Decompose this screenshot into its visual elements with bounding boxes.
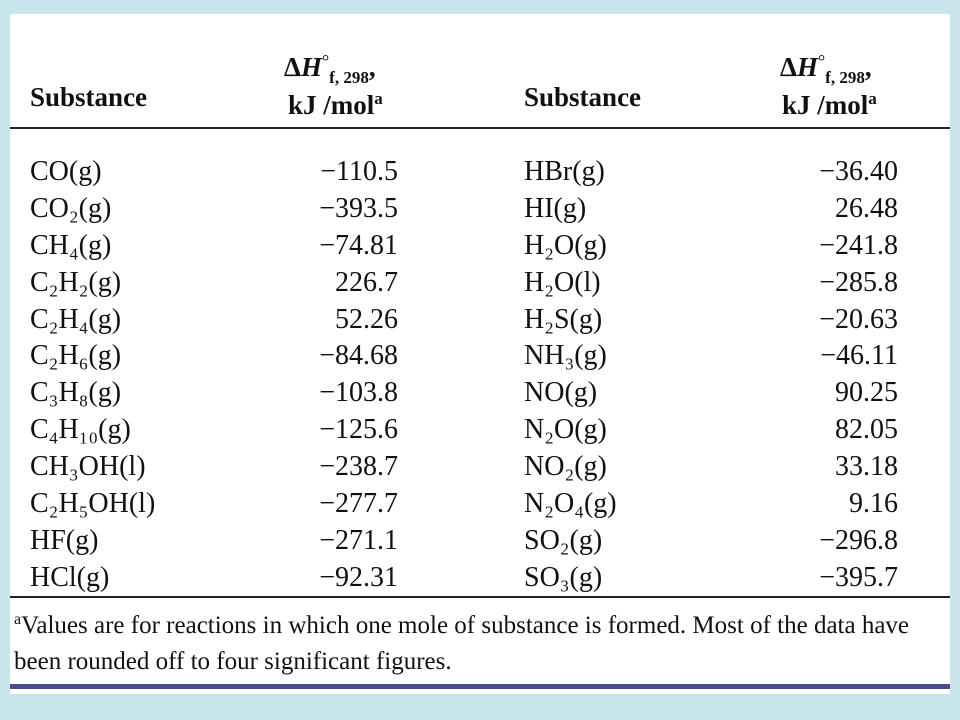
substance-right-cell: HI(g) <box>524 192 587 224</box>
table-row: C₃H₈(g) −103.8 NO(g) 90.25 <box>10 375 950 412</box>
enthalpy-left-cell: −393.5 <box>319 192 398 224</box>
enthalpy-right-cell: −36.40 <box>819 156 898 187</box>
substance-left-cell: C₄H₁₀(g) <box>30 414 131 446</box>
enthalpy-left-cell: −238.7 <box>319 451 398 483</box>
table-row: CO(g) −110.5 HBr(g) −36.40 <box>10 154 950 191</box>
enthalpy-right-cell: 26.48 <box>835 192 898 224</box>
substance-right-cell: H₂O(l) <box>524 266 601 298</box>
enthalpy-right-cell: −285.8 <box>819 266 898 298</box>
substance-left-cell: C₂H₂(g) <box>30 266 122 298</box>
substance-right-cell: NO(g) <box>524 377 598 409</box>
enthalpy-symbol: H <box>300 52 322 82</box>
header-comma: , <box>864 52 872 82</box>
unit-label: kJ /mol <box>782 90 869 120</box>
substance-left-cell: CH₄(g) <box>30 229 112 261</box>
enthalpy-right-cell: 33.18 <box>835 451 898 483</box>
substance-left-cell: CH₃OH(l) <box>30 451 146 483</box>
header-substance-left: Substance <box>30 82 147 112</box>
header-enthalpy-right: ΔH°f, 298, <box>780 46 872 93</box>
header-comma: , <box>368 52 376 82</box>
substance-left-cell: CO₂(g) <box>30 192 112 224</box>
enthalpy-right-cell: −20.63 <box>819 303 898 335</box>
table-row: HCl(g) −92.31 SO₃(g) −395.7 <box>10 560 950 597</box>
table-row: C₂H₆(g) −84.68 NH₃(g) −46.11 <box>10 338 950 375</box>
unit-label: kJ /mol <box>288 90 375 120</box>
substance-right-cell: H₂O(g) <box>524 229 607 261</box>
substance-right-cell: N₂O(g) <box>524 414 607 446</box>
substance-right-cell: SO₂(g) <box>524 524 603 556</box>
header-substance-right: Substance <box>524 82 641 112</box>
footnote: aValues are for reactions in which one m… <box>14 602 934 680</box>
table-row: C₂H₄(g) 52.26 H₂S(g) −20.63 <box>10 302 950 339</box>
enthalpy-right-cell: 90.25 <box>835 377 898 409</box>
header-divider <box>10 127 950 129</box>
header-unit-left: kJ /mola <box>288 84 383 120</box>
standard-state-mark: ° <box>321 51 330 71</box>
enthalpy-right-cell: 9.16 <box>849 488 898 520</box>
enthalpy-symbol: H <box>796 52 818 82</box>
table-header: Substance ΔH°f, 298, kJ /mola Substance … <box>10 14 950 126</box>
table-row: HF(g) −271.1 SO₂(g) −296.8 <box>10 523 950 560</box>
substance-right-cell: N₂O₄(g) <box>524 488 617 520</box>
substance-right-cell: NO₂(g) <box>524 451 607 483</box>
substance-left-cell: CO(g) <box>30 156 102 187</box>
enthalpy-left-cell: 226.7 <box>335 266 398 298</box>
substance-left-cell: C₂H₆(g) <box>30 340 122 372</box>
enthalpy-left-cell: −110.5 <box>320 156 398 187</box>
accent-bar <box>10 684 950 689</box>
substance-left-cell: HCl(g) <box>30 561 110 593</box>
enthalpy-left-cell: −277.7 <box>319 488 398 520</box>
unit-footnote-mark: a <box>868 89 877 108</box>
delta-symbol: Δ <box>780 52 797 82</box>
substance-right-cell: NH₃(g) <box>524 340 607 372</box>
enthalpy-left-cell: 52.26 <box>335 303 398 335</box>
table-row: C₄H₁₀(g) −125.6 N₂O(g) 82.05 <box>10 412 950 449</box>
enthalpy-right-cell: 82.05 <box>835 414 898 446</box>
substance-right-cell: HBr(g) <box>524 156 605 187</box>
table-row: C₂H₅OH(l) −277.7 N₂O₄(g) 9.16 <box>10 486 950 523</box>
substance-left-cell: C₂H₅OH(l) <box>30 488 156 520</box>
standard-state-mark: ° <box>817 51 826 71</box>
table-row: CH₄(g) −74.81 H₂O(g) −241.8 <box>10 228 950 265</box>
enthalpy-right-cell: −241.8 <box>819 229 898 261</box>
unit-footnote-mark: a <box>374 89 383 108</box>
enthalpy-left-cell: −271.1 <box>319 524 398 556</box>
header-unit-right: kJ /mola <box>782 84 877 120</box>
substance-left-cell: C₂H₄(g) <box>30 303 122 335</box>
substance-right-cell: SO₃(g) <box>524 561 603 593</box>
footnote-mark: a <box>14 611 22 628</box>
substance-left-cell: HF(g) <box>30 524 99 556</box>
table-bottom-divider <box>10 596 950 598</box>
enthalpy-right-cell: −395.7 <box>819 561 898 593</box>
enthalpy-left-cell: −125.6 <box>319 414 398 446</box>
delta-symbol: Δ <box>284 52 301 82</box>
header-substance-left-label: Substance <box>30 82 148 112</box>
enthalpy-left-cell: −84.68 <box>319 340 398 372</box>
footnote-text: Values are for reactions in which one mo… <box>14 612 910 675</box>
enthalpy-right-cell: −46.11 <box>820 340 898 372</box>
formation-subscript: f, 298 <box>329 68 369 87</box>
header-enthalpy-left: ΔH°f, 298, <box>284 46 376 93</box>
table-body: CO(g) −110.5 HBr(g) −36.40 CO₂(g) −393.5 HI(g)… <box>10 154 950 597</box>
table-row: CH₃OH(l) −238.7 NO₂(g) 33.18 <box>10 449 950 486</box>
header-substance-right-label: Substance <box>524 82 642 112</box>
enthalpy-left-cell: −92.31 <box>319 561 398 593</box>
enthalpy-left-cell: −103.8 <box>319 377 398 409</box>
substance-left-cell: C₃H₈(g) <box>30 377 122 409</box>
formation-subscript: f, 298 <box>825 68 865 87</box>
table-row: C₂H₂(g) 226.7 H₂O(l) −285.8 <box>10 265 950 302</box>
substance-right-cell: H₂S(g) <box>524 303 603 335</box>
enthalpy-left-cell: −74.81 <box>319 229 398 261</box>
table-row: CO₂(g) −393.5 HI(g) 26.48 <box>10 191 950 228</box>
table-sheet: Substance ΔH°f, 298, kJ /mola Substance … <box>10 14 950 694</box>
enthalpy-right-cell: −296.8 <box>819 524 898 556</box>
